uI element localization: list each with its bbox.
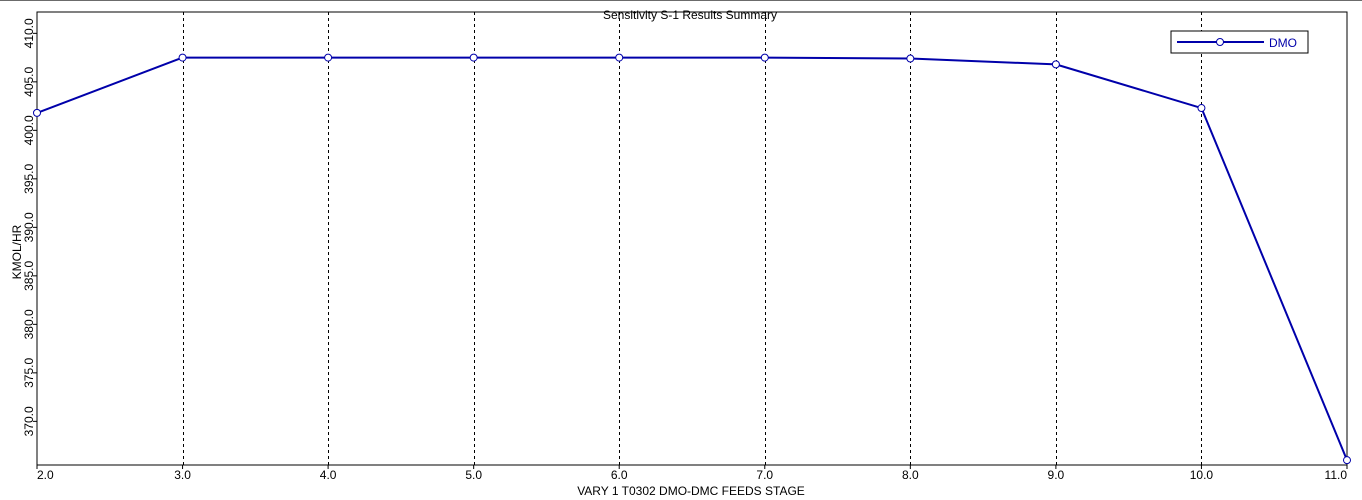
data-point	[324, 53, 333, 62]
data-point	[906, 54, 915, 63]
y-tick-label: 380.0	[22, 309, 36, 339]
plot-area-frame	[36, 11, 1348, 466]
series-dmo	[33, 53, 1351, 465]
y-tick-label: 370.0	[22, 406, 36, 436]
x-tick-label: 11.0	[1325, 468, 1348, 482]
data-point	[1197, 104, 1206, 113]
data-point	[33, 108, 41, 117]
x-tick-label: 2.0	[37, 468, 54, 482]
x-axis: 2.0 3.0 4.0 5.0 6.0 7.0 8.0 9.0 10.0 11.0	[36, 465, 1348, 482]
data-point	[178, 53, 187, 62]
y-axis-title: KMOL/HR	[10, 224, 24, 279]
chart-title: Sensitivity S-1 Results Summary	[603, 8, 777, 22]
data-point	[1051, 60, 1060, 69]
y-tick-label: 410.0	[22, 18, 36, 48]
legend-swatch-marker	[1216, 38, 1224, 46]
data-point	[760, 53, 769, 62]
x-tick-label: 10.0	[1190, 468, 1214, 482]
y-tick-label: 400.0	[22, 115, 36, 145]
x-tick-label: 8.0	[902, 468, 919, 482]
y-tick-label: 405.0	[22, 67, 36, 97]
y-axis: 370.0 375.0 380.0 385.0 390.0 395.0 400.0 405.0…	[22, 18, 37, 436]
y-tick-label: 390.0	[22, 212, 36, 242]
data-point	[615, 53, 624, 62]
series-line	[36, 56, 1348, 461]
y-tick-label: 385.0	[22, 261, 36, 291]
y-tick-label: 375.0	[22, 358, 36, 388]
x-tick-label: 9.0	[1048, 468, 1065, 482]
x-tick-label: 4.0	[320, 468, 337, 482]
legend-label-dmo: DMO	[1269, 36, 1297, 50]
x-tick-label: 7.0	[756, 468, 773, 482]
x-tick-label: 3.0	[174, 468, 191, 482]
data-point	[469, 53, 478, 62]
legend: DMO	[1170, 30, 1309, 54]
data-point	[1343, 456, 1351, 465]
x-tick-label: 6.0	[611, 468, 628, 482]
x-tick-label: 5.0	[465, 468, 482, 482]
y-tick-label: 395.0	[22, 164, 36, 194]
x-axis-title: VARY 1 T0302 DMO-DMC FEEDS STAGE	[577, 484, 805, 498]
